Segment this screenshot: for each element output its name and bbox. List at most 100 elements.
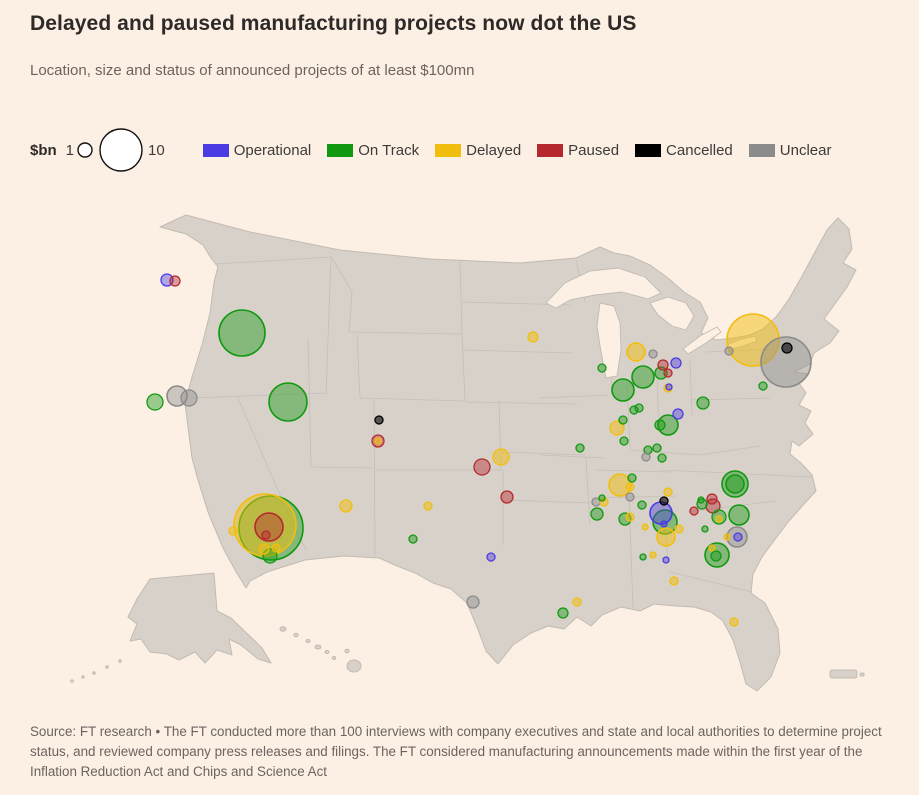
project-bubble[interactable] (729, 617, 739, 627)
project-bubble[interactable] (339, 499, 353, 513)
project-bubble[interactable] (725, 474, 745, 494)
project-bubble[interactable] (500, 490, 514, 504)
project-bubble[interactable] (625, 492, 635, 502)
project-bubble[interactable] (261, 530, 271, 540)
project-bubble[interactable] (271, 543, 281, 553)
project-bubble[interactable] (575, 443, 585, 453)
project-bubble[interactable] (611, 378, 635, 402)
project-bubble[interactable] (634, 403, 644, 413)
project-bubble[interactable] (625, 512, 635, 522)
project-bubble[interactable] (609, 420, 625, 436)
project-bubble[interactable] (626, 342, 646, 362)
project-bubble[interactable] (652, 443, 662, 453)
project-bubble[interactable] (598, 494, 606, 502)
project-bubble[interactable] (258, 543, 270, 555)
project-bubble[interactable] (708, 544, 716, 552)
aleutian-islands (70, 659, 122, 683)
project-bubble[interactable] (648, 349, 658, 359)
project-bubble[interactable] (760, 336, 812, 388)
project-bubble[interactable] (631, 365, 655, 389)
project-bubble[interactable] (657, 359, 669, 371)
project-bubble[interactable] (724, 346, 734, 356)
project-bubble[interactable] (733, 532, 743, 542)
project-bubble[interactable] (649, 551, 657, 559)
legend-label: Delayed (466, 141, 522, 159)
project-bubble[interactable] (706, 493, 718, 505)
project-bubble[interactable] (670, 357, 682, 369)
project-bubble[interactable] (641, 452, 651, 462)
project-bubble[interactable] (618, 415, 628, 425)
project-bubble[interactable] (408, 534, 418, 544)
project-bubble[interactable] (649, 501, 673, 525)
project-bubble[interactable] (758, 381, 768, 391)
alaska-inset (127, 572, 272, 664)
project-bubble[interactable] (656, 527, 676, 547)
project-bubble[interactable] (654, 419, 666, 431)
project-bubble[interactable] (590, 507, 604, 521)
legend-label: On Track (358, 141, 420, 159)
project-bubble[interactable] (180, 389, 198, 407)
project-bubble[interactable] (374, 437, 382, 445)
project-bubble[interactable] (218, 309, 266, 357)
legend-item-delayed: Delayed (435, 142, 521, 159)
project-bubble[interactable] (619, 436, 629, 446)
project-bubble[interactable] (466, 595, 480, 609)
project-bubble[interactable] (665, 383, 673, 391)
project-bubble[interactable] (629, 405, 639, 415)
project-bubble[interactable] (715, 515, 723, 523)
status-legend: Operational On Track Delayed Paused Canc… (202, 141, 848, 159)
project-bubble[interactable] (781, 342, 793, 354)
cancelled-swatch-icon (635, 143, 662, 157)
project-bubble[interactable] (597, 363, 607, 373)
project-bubble[interactable] (639, 553, 647, 561)
project-bubble[interactable] (663, 368, 673, 378)
project-bubble[interactable] (599, 497, 609, 507)
project-bubble[interactable] (527, 331, 539, 343)
chart-title: Delayed and paused manufacturing project… (30, 12, 637, 35)
project-bubble[interactable] (657, 453, 667, 463)
project-bubble[interactable] (146, 393, 164, 411)
project-bubble[interactable] (641, 523, 649, 531)
on-track-swatch-icon (327, 143, 354, 157)
project-bubble[interactable] (697, 496, 705, 504)
project-bubble[interactable] (659, 496, 669, 506)
project-bubble[interactable] (492, 448, 510, 466)
project-bubble[interactable] (689, 506, 699, 516)
lake-huron (649, 296, 695, 331)
project-bubble[interactable] (627, 473, 637, 483)
great-lakes (545, 267, 758, 379)
project-bubble[interactable] (572, 597, 582, 607)
lake-erie (682, 326, 722, 355)
project-bubble[interactable] (672, 408, 684, 420)
unclear-swatch-icon (748, 143, 775, 157)
project-bubble[interactable] (710, 550, 722, 562)
project-bubble[interactable] (486, 552, 496, 562)
project-bubble[interactable] (169, 275, 181, 287)
project-bubble[interactable] (701, 525, 709, 533)
project-bubble[interactable] (669, 576, 679, 586)
project-bubble[interactable] (637, 500, 647, 510)
project-bubble[interactable] (625, 482, 635, 492)
project-bubble[interactable] (660, 520, 668, 528)
project-bubble[interactable] (233, 493, 297, 557)
project-bubble[interactable] (663, 487, 673, 497)
project-bubble[interactable] (696, 498, 708, 510)
chart-legend: $bn 1 10 Operational On Track Delayed (30, 127, 910, 173)
project-bubble[interactable] (657, 414, 679, 436)
project-bubble[interactable] (423, 501, 433, 511)
project-bubble[interactable] (728, 504, 750, 526)
project-bubble[interactable] (662, 556, 670, 564)
project-bubble[interactable] (268, 382, 308, 422)
project-bubble[interactable] (228, 526, 238, 536)
project-bubble[interactable] (473, 458, 491, 476)
project-bubble[interactable] (723, 533, 731, 541)
legend-item-operational: Operational (202, 142, 311, 159)
project-bubbles (146, 273, 812, 627)
project-bubble[interactable] (674, 524, 684, 534)
project-bubble[interactable] (557, 607, 569, 619)
project-bubble[interactable] (374, 415, 384, 425)
project-bubble[interactable] (726, 313, 780, 367)
project-bubble[interactable] (696, 396, 710, 410)
